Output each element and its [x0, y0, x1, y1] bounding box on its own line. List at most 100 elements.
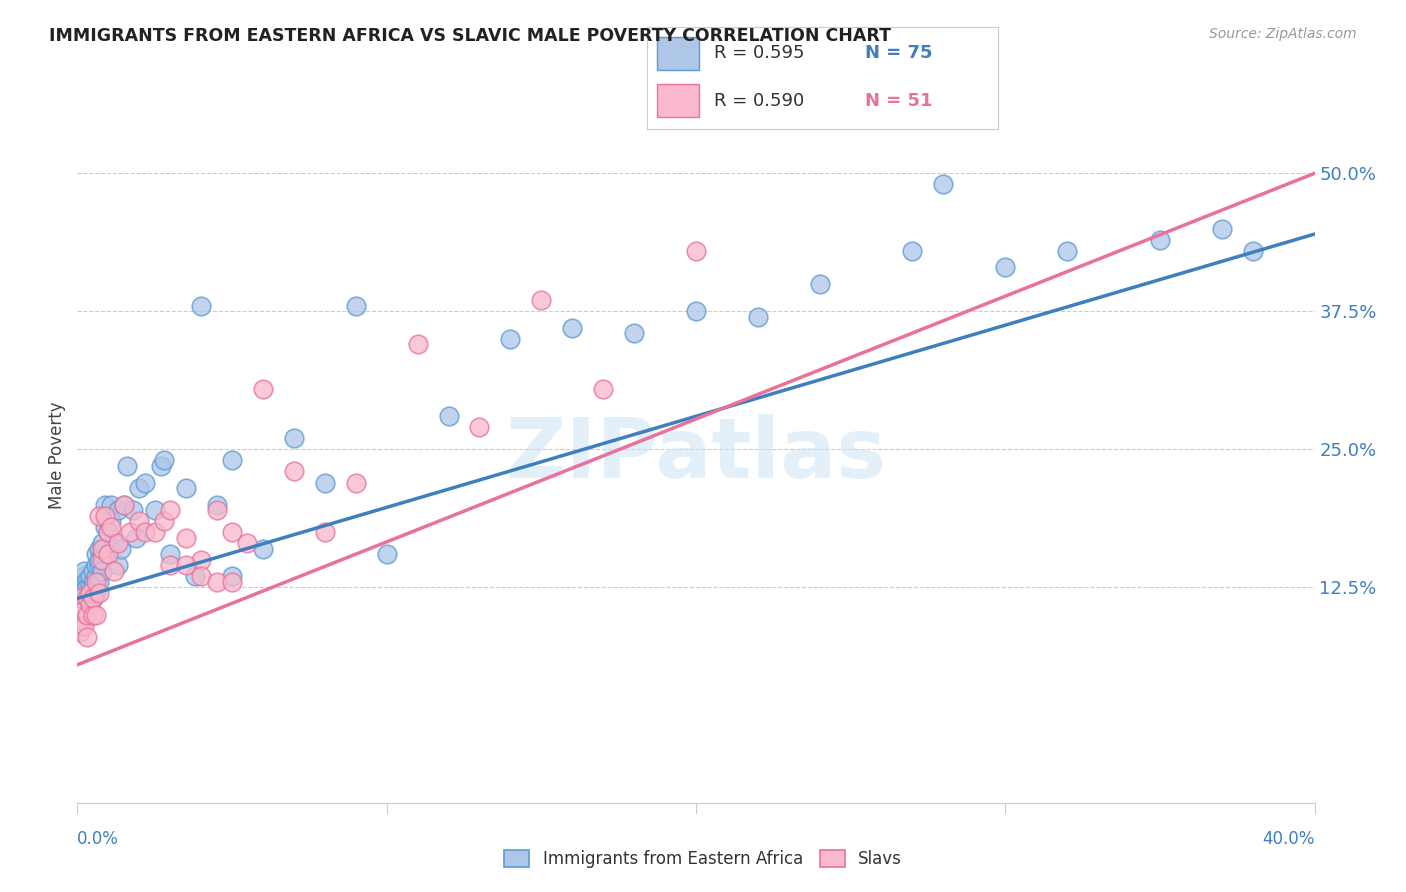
Point — [143, 525, 166, 540]
Point — [103, 536, 125, 550]
Point — [153, 453, 176, 467]
Point — [69, 586, 91, 600]
Point — [79, 569, 101, 583]
Point — [174, 481, 197, 495]
Point — [1211, 221, 1233, 235]
Point — [1149, 233, 1171, 247]
Point — [82, 581, 104, 595]
Point — [107, 503, 129, 517]
Point — [149, 458, 172, 473]
Point — [190, 299, 212, 313]
Point — [159, 547, 181, 561]
Point — [84, 569, 107, 583]
Point — [125, 531, 148, 545]
Text: ZIPatlas: ZIPatlas — [506, 415, 886, 495]
Point — [499, 332, 522, 346]
Point — [76, 608, 98, 623]
Point — [134, 475, 156, 490]
Text: IMMIGRANTS FROM EASTERN AFRICA VS SLAVIC MALE POVERTY CORRELATION CHART: IMMIGRANTS FROM EASTERN AFRICA VS SLAVIC… — [49, 27, 891, 45]
Point — [72, 577, 94, 591]
Point — [72, 619, 94, 633]
Point — [122, 503, 145, 517]
Point — [153, 514, 176, 528]
Point — [932, 178, 955, 192]
Point — [76, 581, 98, 595]
Point — [94, 498, 117, 512]
Point — [685, 304, 707, 318]
Point — [128, 481, 150, 495]
Point — [72, 602, 94, 616]
Text: 40.0%: 40.0% — [1263, 830, 1315, 848]
Point — [252, 541, 274, 556]
Point — [344, 299, 367, 313]
Point — [87, 558, 110, 573]
Point — [623, 326, 645, 341]
Point — [82, 564, 104, 578]
Point — [221, 453, 243, 467]
Point — [110, 541, 132, 556]
Point — [69, 624, 91, 639]
Point — [94, 508, 117, 523]
Point — [375, 547, 398, 561]
Point — [97, 525, 120, 540]
Point — [72, 583, 94, 598]
Point — [82, 591, 104, 606]
Point — [174, 558, 197, 573]
Point — [205, 498, 228, 512]
FancyBboxPatch shape — [657, 37, 700, 70]
Point — [87, 508, 110, 523]
Point — [87, 553, 110, 567]
Point — [808, 277, 831, 291]
Point — [100, 514, 122, 528]
Point — [1056, 244, 1078, 258]
Point — [174, 531, 197, 545]
Point — [901, 244, 924, 258]
Point — [159, 558, 181, 573]
Point — [97, 525, 120, 540]
Point — [205, 574, 228, 589]
Point — [1241, 244, 1264, 258]
Point — [97, 547, 120, 561]
Point — [530, 293, 553, 308]
Text: 0.0%: 0.0% — [77, 830, 120, 848]
Point — [91, 547, 114, 561]
Point — [69, 608, 91, 623]
Text: R = 0.590: R = 0.590 — [713, 92, 804, 110]
Point — [685, 244, 707, 258]
Point — [190, 553, 212, 567]
Point — [79, 586, 101, 600]
Text: N = 75: N = 75 — [865, 45, 932, 62]
Point — [72, 569, 94, 583]
Point — [221, 525, 243, 540]
Point — [283, 431, 305, 445]
Point — [91, 536, 114, 550]
Point — [87, 574, 110, 589]
Point — [143, 503, 166, 517]
Point — [190, 569, 212, 583]
Point — [205, 503, 228, 517]
Point — [283, 465, 305, 479]
Point — [72, 564, 94, 578]
Point — [69, 591, 91, 606]
Point — [747, 310, 769, 324]
Point — [84, 574, 107, 589]
Point — [134, 525, 156, 540]
Legend: Immigrants from Eastern Africa, Slavs: Immigrants from Eastern Africa, Slavs — [498, 843, 908, 875]
Point — [97, 547, 120, 561]
Point — [159, 503, 181, 517]
Point — [91, 553, 114, 567]
Text: R = 0.595: R = 0.595 — [713, 45, 804, 62]
Point — [107, 536, 129, 550]
Point — [112, 498, 135, 512]
Point — [344, 475, 367, 490]
Point — [82, 608, 104, 623]
Point — [314, 525, 336, 540]
Point — [118, 525, 141, 540]
Point — [76, 630, 98, 644]
Point — [406, 337, 429, 351]
Point — [82, 574, 104, 589]
Point — [115, 458, 138, 473]
Point — [84, 547, 107, 561]
Point — [87, 541, 110, 556]
Point — [87, 586, 110, 600]
